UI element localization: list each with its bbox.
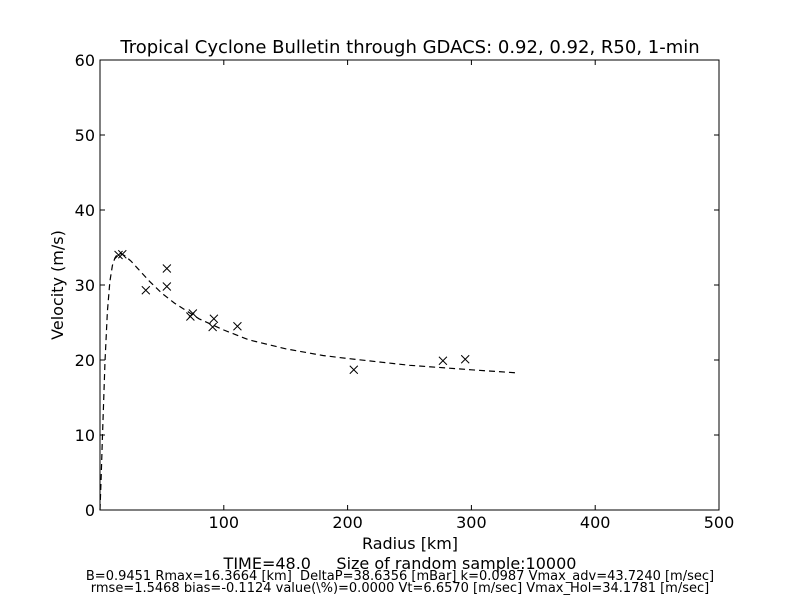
data-point-x-marker-4 (162, 282, 172, 291)
data-point-x-marker-3 (162, 264, 172, 273)
y-tick-labels: 0 10 20 30 40 50 60 (75, 51, 95, 520)
x-tick-label-3: 400 (580, 513, 611, 532)
data-point-x-marker-6 (188, 309, 198, 318)
data-point-x-marker-12 (460, 354, 470, 364)
data-points-layer (114, 249, 470, 375)
x-tick-labels: 100 200 300 400 500 (209, 513, 735, 532)
fit-curve-layer (99, 252, 517, 511)
data-point-x-marker-0 (114, 250, 123, 260)
data-point-x-marker-2 (141, 285, 151, 295)
axis-ticks (100, 59, 720, 511)
data-point-x-marker-1 (117, 249, 127, 259)
data-point-x-marker-9 (233, 321, 242, 331)
data-point-x-marker-10 (349, 365, 359, 375)
fit-curve-line (99, 252, 517, 511)
plot-frame (99, 59, 720, 511)
data-point-x-marker-7 (208, 322, 218, 332)
x-tick-label-4: 500 (704, 513, 735, 532)
y-tick-label-0: 0 (85, 501, 95, 520)
y-tick-label-2: 20 (75, 351, 95, 370)
y-axis-label: Velocity (m/s) (48, 230, 67, 340)
x-axis-label: Radius [km] (362, 534, 458, 553)
y-tick-label-4: 40 (75, 201, 95, 220)
y-tick-label-6: 60 (75, 51, 95, 70)
stats-line-2: rmse=1.5468 bias=-0.1124 value(\%)=0.000… (90, 581, 710, 596)
x-tick-label-0: 100 (209, 513, 240, 532)
x-tick-label-2: 300 (456, 513, 487, 532)
time-sample-caption: TIME=48.0 Size of random sample:10000 (223, 554, 577, 573)
data-point-x-marker-8 (209, 314, 219, 324)
data-point-x-marker-11 (438, 356, 448, 366)
chart-title: Tropical Cyclone Bulletin through GDACS:… (119, 37, 699, 58)
y-tick-label-3: 30 (75, 276, 95, 295)
y-tick-label-1: 10 (75, 426, 95, 445)
stats-line-1: B=0.9451 Rmax=16.3664 [km] DeltaP=38.635… (85, 569, 715, 584)
y-tick-label-5: 50 (75, 126, 95, 145)
x-tick-label-1: 200 (332, 513, 363, 532)
